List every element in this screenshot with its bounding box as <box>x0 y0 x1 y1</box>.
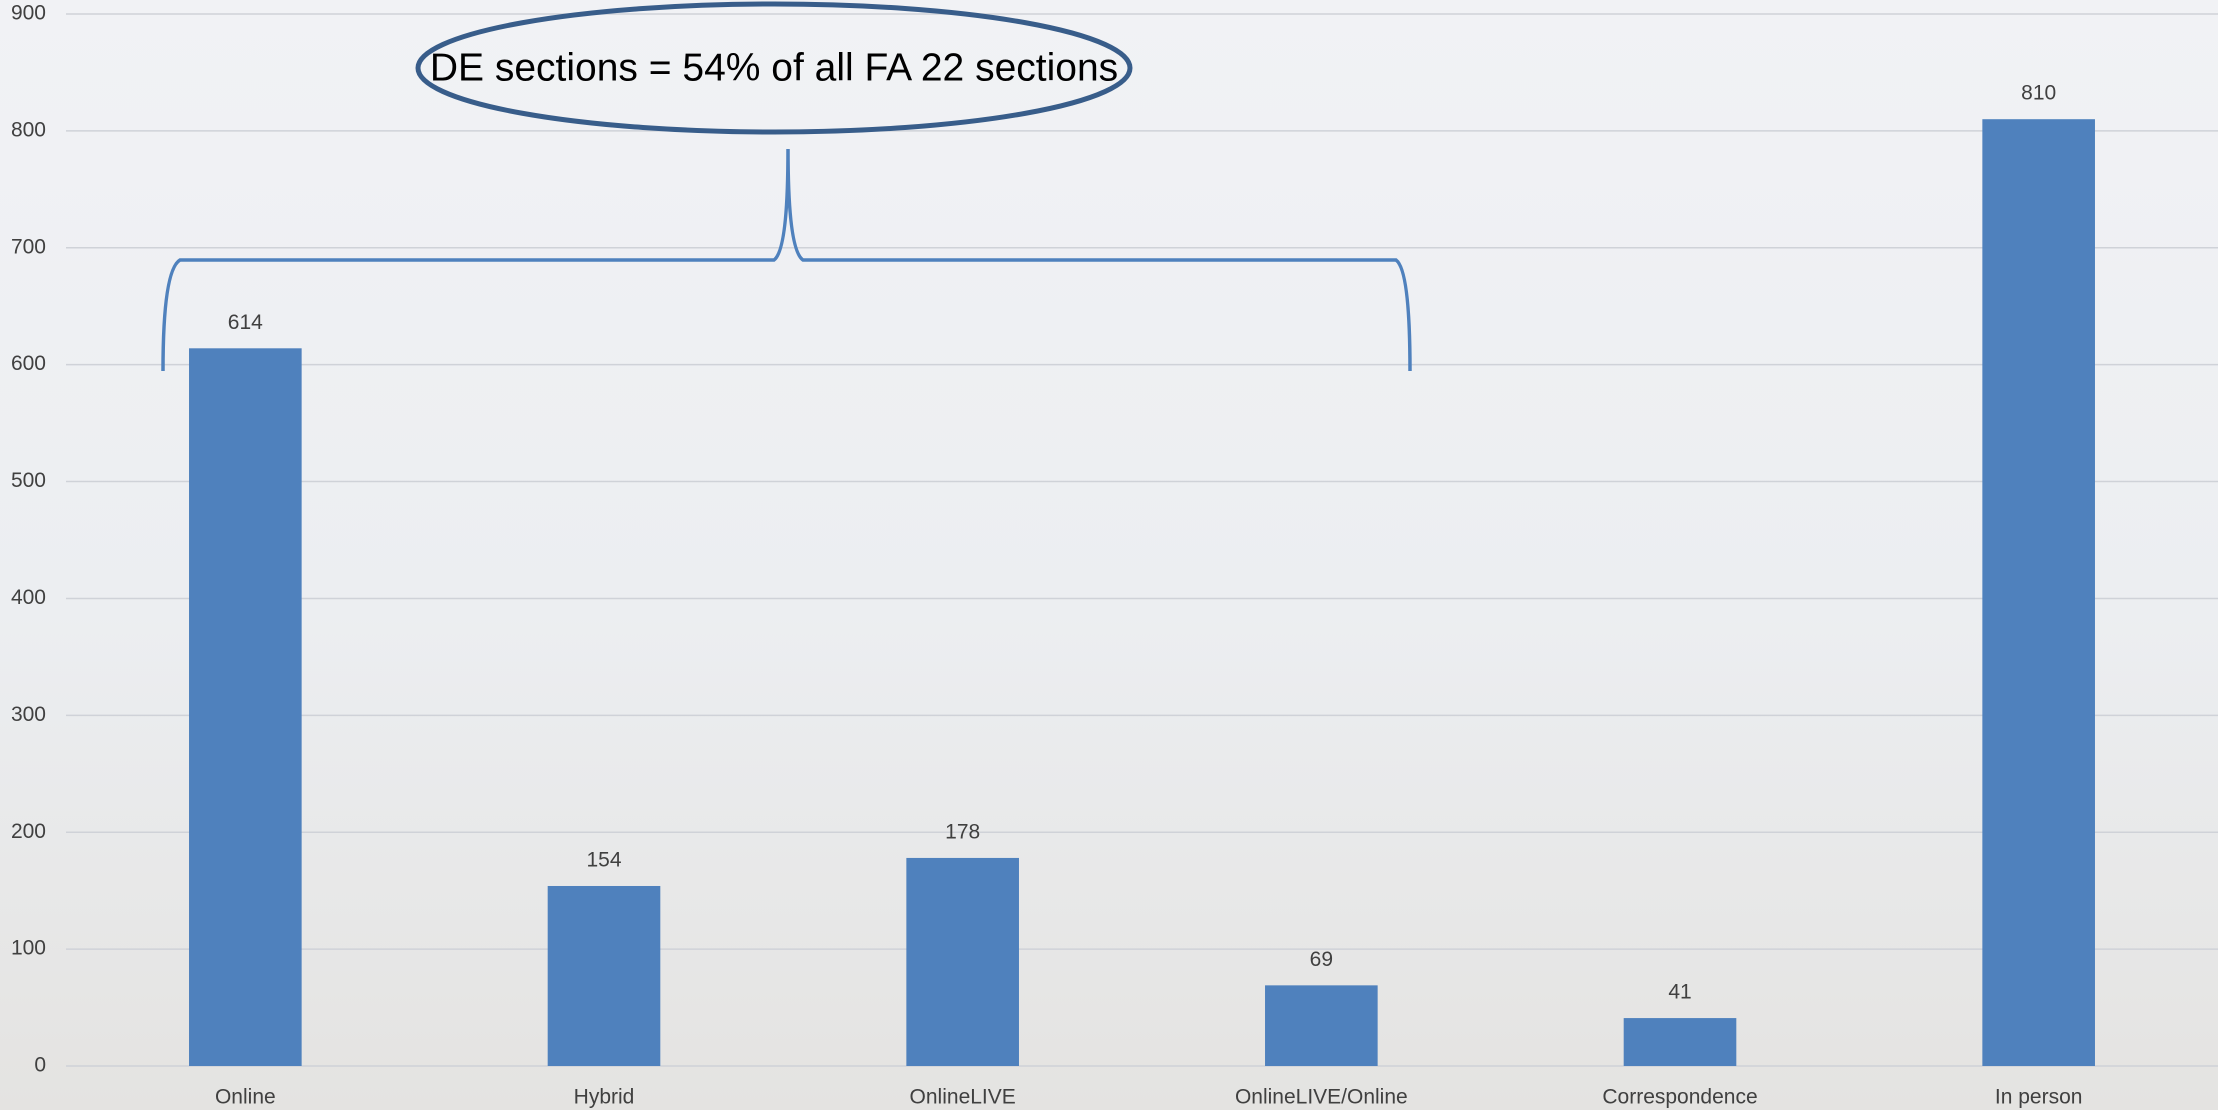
y-tick-label: 700 <box>11 235 46 258</box>
page: 0 100 200 300 400 500 600 700 800 900 Online 614 Hyb… <box>0 0 2218 1110</box>
bar <box>548 886 661 1066</box>
x-tick-label: In person <box>1995 1086 2083 1109</box>
y-tick-label: 500 <box>11 469 46 492</box>
bar <box>189 348 302 1066</box>
y-tick-label: 300 <box>11 703 46 726</box>
data-label: 154 <box>586 849 621 872</box>
data-label: 614 <box>228 311 263 334</box>
x-tick-label: Hybrid <box>574 1086 635 1109</box>
x-tick-label: OnlineLIVE/Online <box>1235 1086 1408 1109</box>
y-tick-label: 100 <box>11 937 46 960</box>
chart: 0 100 200 300 400 500 600 700 800 900 Online 614 Hyb… <box>0 0 2218 1110</box>
y-tick-label: 600 <box>11 352 46 375</box>
y-tick-label: 400 <box>11 586 46 609</box>
x-tick-label: OnlineLIVE <box>910 1086 1016 1109</box>
y-tick-label: 200 <box>11 820 46 843</box>
bar <box>1265 985 1378 1066</box>
data-label: 178 <box>945 820 980 843</box>
y-tick-label: 900 <box>11 2 46 25</box>
data-label: 810 <box>2021 82 2056 105</box>
data-label: 69 <box>1310 948 1333 971</box>
y-tick-label: 0 <box>34 1054 46 1077</box>
x-tick-label: Correspondence <box>1602 1086 1757 1109</box>
data-label: 41 <box>1668 981 1691 1004</box>
y-tick-label: 800 <box>11 118 46 141</box>
bar <box>906 858 1019 1066</box>
background <box>0 0 2218 1110</box>
x-tick-label: Online <box>215 1086 276 1109</box>
bar <box>1624 1018 1737 1066</box>
annotation-text: DE sections = 54% of all FA 22 sections <box>430 46 1118 89</box>
bar <box>1982 119 2095 1066</box>
